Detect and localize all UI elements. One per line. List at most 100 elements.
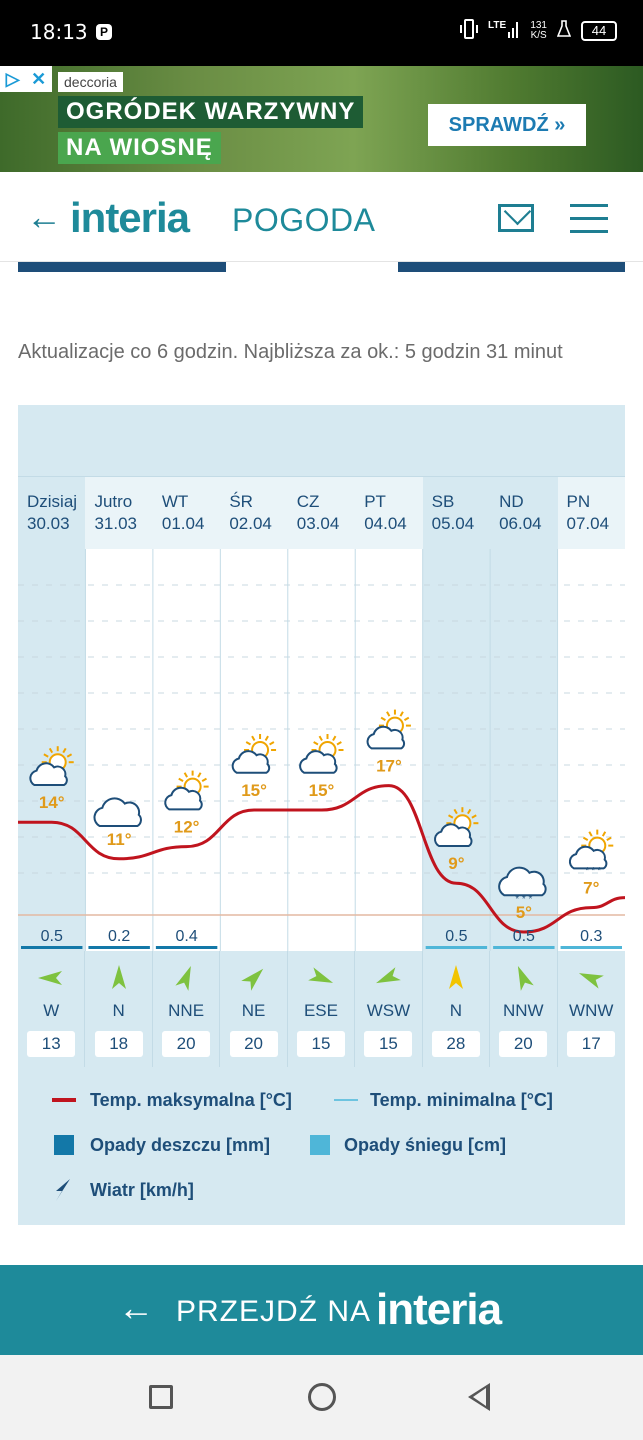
ad-close-icon[interactable]: ✕ <box>31 68 47 89</box>
wind-cell: N 18 <box>85 951 153 1067</box>
wind-arrow-icon <box>175 965 191 991</box>
goto-interia-bar[interactable]: ← PRZEJDŹ NA interia <box>0 1265 643 1355</box>
wind-cell: NE 20 <box>220 951 288 1067</box>
wind-row: W 13 N 18 NNE 20 NE 20 ESE 15 WSW 15 N 28 NNW 20 WNW 17 <box>18 951 625 1067</box>
system-nav-bar <box>0 1355 643 1440</box>
wind-speed: 17 <box>567 1031 616 1057</box>
day-name: SB <box>431 492 455 511</box>
goto-arrow-icon: ← <box>118 1287 154 1328</box>
net-speed-value: 131 <box>530 19 547 31</box>
wind-direction: NE <box>241 1001 266 1020</box>
day-date: 30.03 <box>27 514 70 533</box>
tab-button-right[interactable] <box>398 262 625 272</box>
ad-banner[interactable]: ▷ ✕ deccoria OGRÓDEK WARZYWNY NA WIOSNĘ … <box>0 66 643 172</box>
forecast-panel: Dzisiaj 30.03 Jutro 31.03 WT 01.04 ŚR 02.04 CZ 03… <box>18 405 625 1225</box>
tab-button-left[interactable] <box>18 262 226 272</box>
partly-cloudy-icon <box>29 762 68 786</box>
wind-cell: WNW 17 <box>558 951 625 1067</box>
day-header: WT 01.04 <box>152 477 221 549</box>
legend-wind: Wiatr [km/h] <box>90 1180 194 1200</box>
wind-speed: 20 <box>162 1031 211 1057</box>
wind-direction: N <box>112 1001 125 1020</box>
wind-direction: N <box>449 1001 462 1020</box>
ad-headline-1: OGRÓDEK WARZYWNY <box>58 96 364 128</box>
wind-cell: W 13 <box>18 951 86 1067</box>
status-bar: 18:13 P LTE 131 K/S 44 <box>0 0 643 66</box>
day-date: 03.04 <box>296 514 340 533</box>
day-date: 07.04 <box>566 514 610 533</box>
tmin-legend-swatch <box>334 1099 358 1101</box>
tmax-label: 7° <box>583 879 599 898</box>
section-title: POGODA <box>232 202 376 238</box>
app-header: ← interia POGODA <box>0 172 643 262</box>
day-date: 31.03 <box>94 514 137 533</box>
snow-bar <box>425 946 488 949</box>
partly-cloudy-icon <box>366 725 406 750</box>
mail-icon[interactable] <box>498 204 534 232</box>
tmax-label: 11° <box>107 830 132 849</box>
app-notification-icon: P <box>96 24 112 40</box>
tmax-legend-swatch <box>52 1098 76 1102</box>
wind-arrow-icon <box>448 965 463 989</box>
status-time: 18:13 <box>30 20 88 44</box>
day-name: Dzisiaj <box>27 492 78 511</box>
day-name: ND <box>499 492 524 511</box>
wind-speed: 20 <box>499 1031 548 1057</box>
tmax-label: 5° <box>516 903 532 922</box>
ad-choices-icon[interactable]: ▷ <box>5 68 20 89</box>
wind-direction: WSW <box>366 1001 411 1020</box>
ad-cta-button[interactable]: SPRAWDŹ » <box>428 104 586 146</box>
vibrate-icon <box>460 18 479 43</box>
day-column-bg <box>422 549 491 951</box>
lte-label: LTE <box>488 20 506 31</box>
cloud-icon <box>93 797 142 827</box>
day-header: ŚR 02.04 <box>220 477 288 549</box>
precip-value: 0.3 <box>580 928 602 945</box>
goto-label: PRZEJDŹ NA <box>176 1295 372 1328</box>
wind-speed: 20 <box>229 1031 278 1057</box>
tmax-label: 15° <box>309 781 335 800</box>
snow-legend-swatch <box>310 1135 330 1155</box>
precip-value: 0.2 <box>108 928 130 945</box>
back-arrow-icon[interactable]: ← <box>26 196 62 237</box>
precip-value: 0.4 <box>175 928 197 945</box>
legend-rain: Opady deszczu [mm] <box>90 1135 271 1155</box>
wind-speed: 13 <box>27 1031 76 1057</box>
wind-cell: NNW 20 <box>490 951 558 1067</box>
interia-logo[interactable]: interia <box>70 194 190 241</box>
hamburger-menu-icon[interactable] <box>570 204 608 243</box>
tmax-label: 9° <box>448 854 464 873</box>
home-icon[interactable] <box>308 1383 336 1411</box>
day-header: ND 06.04 <box>490 477 558 549</box>
partly-cloudy-icon <box>434 823 473 847</box>
snow-bar <box>560 946 622 949</box>
rain-legend-swatch <box>54 1135 74 1155</box>
partly-cloudy-icon <box>164 786 203 811</box>
wind-speed: 15 <box>364 1031 413 1057</box>
day-date: 01.04 <box>161 514 205 533</box>
day-name: CZ <box>296 492 320 511</box>
legend-tmin: Temp. minimalna [°C] <box>370 1090 553 1110</box>
precip-value: 0.5 <box>445 928 467 945</box>
flask-icon <box>556 20 572 41</box>
day-date: 06.04 <box>499 514 542 533</box>
sun-icon <box>41 746 74 772</box>
recents-icon[interactable] <box>149 1385 173 1409</box>
temperature-chart: 0.5 0.2 0.4 0.5 0.5 0.3 14° 11° 12° 15° 15° 17° 9° * … <box>18 549 625 951</box>
nav-back-icon[interactable] <box>468 1383 490 1411</box>
wind-direction: NNW <box>502 1001 544 1020</box>
ad-brand: deccoria <box>58 72 123 92</box>
rain-bar <box>21 946 83 949</box>
net-speed: 131 K/S <box>530 19 547 41</box>
precip-value: 0.5 <box>41 928 63 945</box>
day-header: SB 05.04 <box>422 477 491 549</box>
snow-bar <box>493 946 555 949</box>
wind-arrow-icon <box>111 965 126 989</box>
day-column-bg <box>557 549 625 951</box>
wind-cell: WSW 15 <box>355 951 423 1067</box>
tmax-label: 15° <box>241 781 267 800</box>
tmax-label: 12° <box>174 818 200 837</box>
ad-headline-2: NA WIOSNĘ <box>58 132 221 164</box>
battery-icon: 44 <box>581 20 617 41</box>
snowflakes: * * * <box>515 894 532 905</box>
